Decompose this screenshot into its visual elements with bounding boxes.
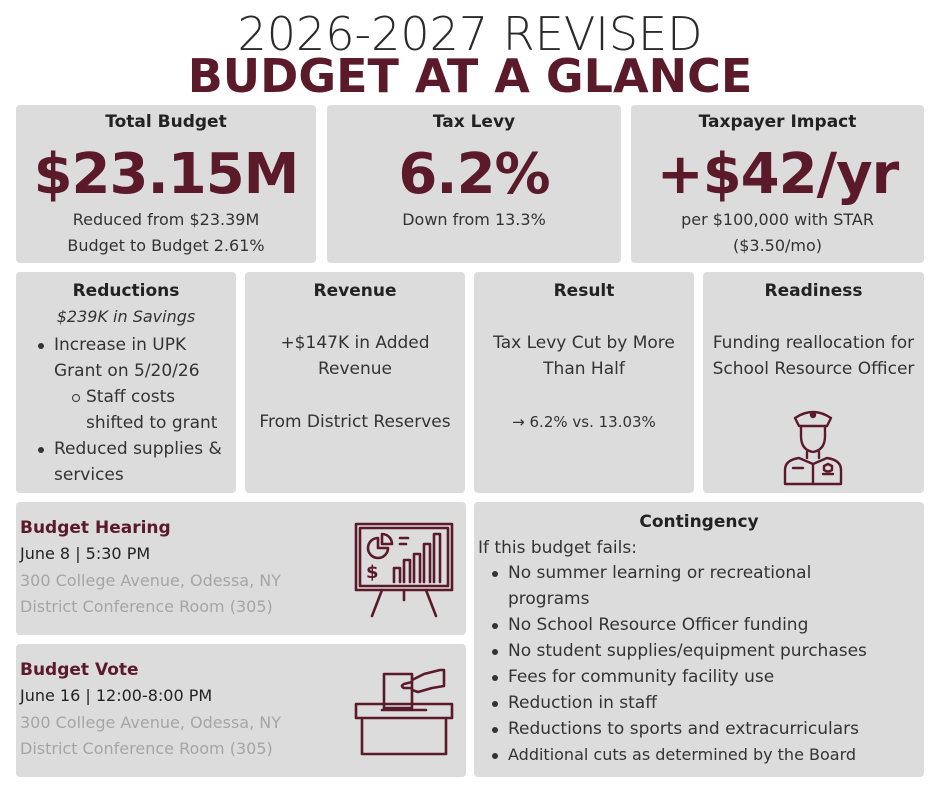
contingency-item: Fees for community facility use xyxy=(480,664,920,690)
contingency-item: No student supplies/equipment purchases xyxy=(480,638,920,664)
revenue-title: Revenue xyxy=(313,281,397,301)
contingency-item: No School Resource Officer funding xyxy=(480,612,920,638)
result-card: Result Tax Levy Cut by More Than Half → … xyxy=(474,272,694,493)
revenue-line2: From District Reserves xyxy=(259,412,451,432)
contingency-intro: If this budget fails: xyxy=(478,538,637,558)
hearing-address1: 300 College Avenue, Odessa, NY xyxy=(20,571,282,590)
total-budget-title: Total Budget xyxy=(105,112,227,132)
header-title-line2: BUDGET AT A GLANCE xyxy=(187,49,753,103)
ballot-box-icon xyxy=(354,668,454,756)
taxpayer-impact-line1: per $100,000 with STAR xyxy=(681,210,874,229)
reductions-subitem: Staff costs shifted to grant xyxy=(28,384,230,436)
reductions-card: Reductions $239K in Savings Increase in … xyxy=(16,272,236,493)
header-title-line1: 2026-2027 REVISED xyxy=(237,7,703,61)
hearing-title: Budget Hearing xyxy=(20,518,171,538)
readiness-line1: Funding reallocation for School Resource… xyxy=(712,333,915,379)
reductions-list: Increase in UPK Grant on 5/20/26 Staff c… xyxy=(28,332,230,488)
result-line1: Tax Levy Cut by More Than Half xyxy=(493,333,675,379)
vote-address1: 300 College Avenue, Odessa, NY xyxy=(20,713,282,732)
contingency-item: Additional cuts as determined by the Boa… xyxy=(480,742,920,768)
contingency-item: Reductions to sports and extracurricular… xyxy=(480,716,920,742)
hearing-address2: District Conference Room (305) xyxy=(20,597,273,616)
reductions-item: Reduced supplies & services xyxy=(28,436,230,488)
readiness-title: Readiness xyxy=(764,281,863,301)
reductions-title: Reductions xyxy=(72,281,180,301)
taxpayer-impact-value: +$42/yr xyxy=(656,142,899,207)
taxpayer-impact-line2: ($3.50/mo) xyxy=(732,236,823,255)
total-budget-line2: Budget to Budget 2.61% xyxy=(67,236,265,255)
contingency-list: No summer learning or recreational progr… xyxy=(480,560,920,768)
presentation-chart-icon: $ xyxy=(354,522,454,618)
budget-hearing-card: Budget Hearing June 8 | 5:30 PM 300 Coll… xyxy=(16,502,466,635)
police-officer-icon xyxy=(783,410,843,486)
revenue-line1: +$147K in Added Revenue xyxy=(280,333,430,379)
contingency-card: Contingency If this budget fails: No sum… xyxy=(474,502,924,777)
tax-levy-card: Tax Levy 6.2% Down from 13.3% xyxy=(327,105,621,263)
hearing-date: June 8 | 5:30 PM xyxy=(20,544,151,563)
reductions-subtitle: $239K in Savings xyxy=(56,307,196,326)
result-title: Result xyxy=(553,281,615,301)
readiness-card: Readiness Funding reallocation for Schoo… xyxy=(703,272,924,493)
vote-date: June 16 | 12:00-8:00 PM xyxy=(20,686,213,705)
total-budget-card: Total Budget $23.15M Reduced from $23.39… xyxy=(16,105,316,263)
revenue-card: Revenue +$147K in Added Revenue From Dis… xyxy=(245,272,465,493)
result-line2: → 6.2% vs. 13.03% xyxy=(512,413,656,431)
tax-levy-title: Tax Levy xyxy=(432,112,516,132)
svg-text:$: $ xyxy=(366,562,379,583)
reductions-item: Increase in UPK Grant on 5/20/26 xyxy=(28,332,230,384)
tax-levy-line1: Down from 13.3% xyxy=(402,210,546,229)
contingency-item: Reduction in staff xyxy=(480,690,920,716)
taxpayer-impact-title: Taxpayer Impact xyxy=(698,112,857,132)
vote-address2: District Conference Room (305) xyxy=(20,739,273,758)
contingency-title: Contingency xyxy=(639,512,759,532)
tax-levy-value: 6.2% xyxy=(398,142,550,207)
taxpayer-impact-card: Taxpayer Impact +$42/yr per $100,000 wit… xyxy=(631,105,924,263)
budget-vote-card: Budget Vote June 16 | 12:00-8:00 PM 300 … xyxy=(16,644,466,777)
contingency-item: No summer learning or recreational progr… xyxy=(480,560,920,612)
total-budget-value: $23.15M xyxy=(33,142,300,207)
vote-title: Budget Vote xyxy=(20,660,139,680)
total-budget-line1: Reduced from $23.39M xyxy=(72,210,260,229)
